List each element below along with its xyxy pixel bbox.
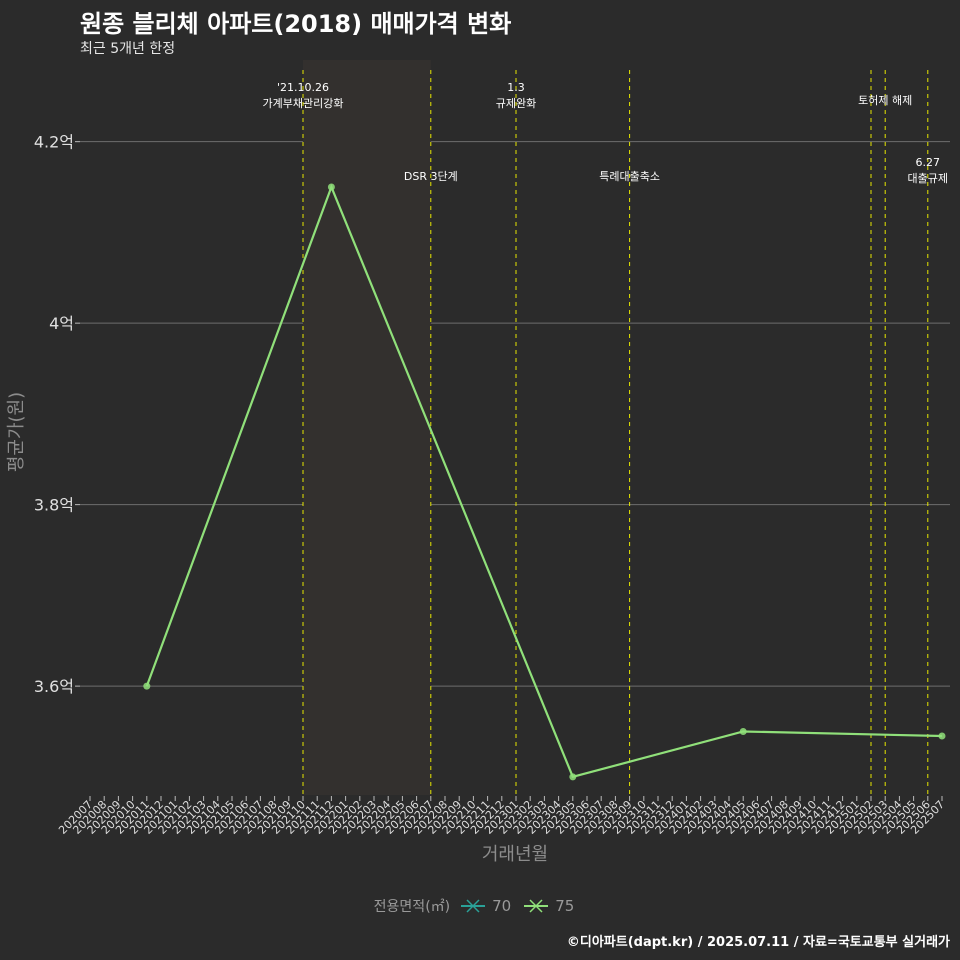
y-axis-ticks: 3.6억 3.8억 4억 4.2억 <box>34 133 80 696</box>
legend-key-70-x2 <box>466 899 480 913</box>
legend-item-70[interactable]: 70 <box>460 896 511 916</box>
chart-title: 원종 블리체 아파트(2018) 매매가격 변화 <box>80 10 512 38</box>
data-point <box>569 773 577 781</box>
legend: 전용면적(㎡) 70 75 <box>0 894 960 918</box>
series-layer <box>143 183 946 781</box>
highlight-band-rect <box>303 60 431 795</box>
data-point <box>739 727 747 735</box>
legend-title: 전용면적(㎡) <box>373 899 451 915</box>
event-annotation-label: DSR 3단계 <box>404 170 458 183</box>
source-credit: ©디아파트(dapt.kr) / 2025.07.11 / 자료=국토교통부 실… <box>566 935 950 950</box>
data-point <box>938 732 946 740</box>
highlight-band <box>303 60 431 795</box>
x-axis-label: 거래년월 <box>482 844 548 865</box>
legend-label-75: 75 <box>555 897 575 915</box>
event-annotation-label: 토허제 해제 <box>858 93 912 107</box>
event-annotation-label: 1.3 <box>507 81 525 94</box>
y-tick-label: 3.6억 <box>34 677 74 696</box>
event-annotation-label: 규제완화 <box>496 97 536 110</box>
legend-key-75-x2 <box>529 899 543 913</box>
y-tick-label: 4.2억 <box>34 133 74 152</box>
legend-label-70: 70 <box>492 897 512 915</box>
y-tick-label: 3.8억 <box>34 496 74 515</box>
y-tick-label: 4억 <box>49 314 74 333</box>
plot-background <box>80 60 950 795</box>
event-annotation-label: 6.27 <box>916 156 941 169</box>
data-point <box>143 682 151 690</box>
event-annotation-label: 가계부채관리강화 <box>263 97 344 110</box>
x-axis-ticks: 2020072020082020092020102020112020122021… <box>56 796 947 837</box>
data-point <box>327 183 335 191</box>
legend-item-75[interactable]: 75 <box>523 896 574 916</box>
chart-subtitle: 최근 5개년 한정 <box>80 41 176 57</box>
legend-key-70-icon <box>461 899 486 913</box>
y-axis-label: 평균가(원) <box>6 392 27 472</box>
y-gridlines <box>80 141 950 687</box>
legend-key-75-icon <box>524 899 549 913</box>
event-annotation-label: 대출규제 <box>908 172 948 185</box>
event-annotation-label: 특례대출축소 <box>599 170 660 183</box>
event-annotation-label: '21.10.26 <box>277 81 329 94</box>
